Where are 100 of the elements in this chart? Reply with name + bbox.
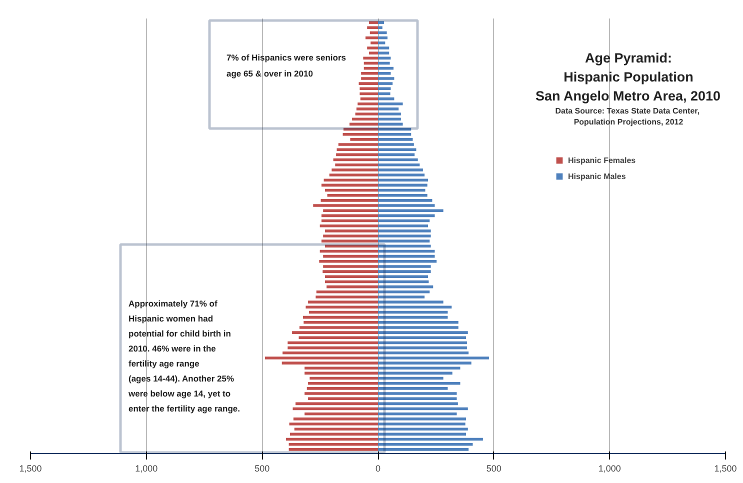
x-tick-label: 500	[254, 464, 270, 474]
bar	[378, 397, 457, 400]
bar	[288, 341, 378, 344]
bar	[306, 306, 378, 309]
bar	[324, 230, 378, 232]
bar	[324, 178, 378, 182]
bar	[289, 422, 378, 426]
bar	[367, 26, 378, 30]
bar	[320, 199, 378, 202]
bar	[378, 31, 387, 34]
bar	[378, 265, 431, 268]
bar	[378, 326, 458, 329]
bar	[378, 428, 468, 431]
bar	[378, 362, 472, 364]
bar	[378, 356, 489, 360]
bar	[293, 418, 378, 420]
bar	[282, 362, 378, 364]
bar	[310, 376, 378, 380]
bar	[288, 346, 378, 350]
bar	[378, 336, 466, 340]
bar	[378, 422, 466, 426]
bar	[321, 240, 378, 242]
bar	[378, 168, 423, 172]
bar	[378, 72, 391, 75]
bar	[378, 194, 428, 197]
bar	[288, 448, 378, 451]
bar	[313, 204, 378, 207]
bar	[363, 56, 378, 60]
bar	[378, 372, 452, 375]
bar	[304, 372, 378, 375]
bar	[378, 178, 428, 182]
bar	[361, 72, 378, 75]
bar	[378, 296, 425, 298]
bar	[378, 174, 425, 176]
bar	[322, 270, 378, 273]
bar	[378, 82, 393, 85]
x-tick-label: 1,500	[19, 464, 42, 474]
bar	[378, 438, 483, 441]
bar	[358, 82, 378, 85]
bar	[378, 77, 394, 80]
bar	[304, 320, 378, 324]
bar	[378, 56, 391, 60]
bar	[378, 204, 435, 207]
bar	[378, 158, 418, 162]
bar	[282, 351, 378, 354]
bar	[323, 234, 378, 238]
bar	[378, 418, 466, 420]
x-tick-label: 1,000	[135, 464, 158, 474]
bar	[378, 214, 435, 218]
text: Age Pyramid: Hispanic Population San Angelo Metro Area, 2010	[535, 50, 721, 104]
bar	[378, 250, 435, 253]
bar	[378, 240, 430, 242]
bar	[342, 132, 378, 136]
bar	[378, 36, 388, 40]
bar	[378, 387, 448, 390]
bar	[308, 300, 378, 304]
annotation: Approximately 71% of Hispanic women had potential for child birth in 2010. 46% were in the fertility age range (ages 14-44). Another 25% were below age 14, yet to enter the fertility age range.	[128, 298, 240, 414]
bar	[355, 112, 378, 116]
bar	[378, 184, 428, 187]
bar	[378, 199, 432, 202]
bar	[368, 52, 378, 54]
bar	[378, 41, 386, 44]
bar	[378, 230, 431, 232]
bar	[367, 46, 378, 50]
bar	[378, 260, 437, 263]
bar	[378, 320, 458, 324]
bar	[378, 122, 403, 126]
bar	[326, 285, 378, 288]
bar	[378, 112, 401, 116]
bar	[378, 376, 444, 380]
bar	[378, 254, 435, 258]
bar	[378, 392, 457, 395]
bar	[378, 412, 457, 416]
annotation: 7% of Hispanics were seniors age 65 & over in 2010	[226, 52, 346, 78]
bar	[378, 132, 412, 136]
bar	[378, 118, 401, 121]
x-tick-label: 0	[375, 464, 381, 474]
bar	[352, 118, 378, 121]
bar	[360, 92, 378, 96]
bar	[323, 254, 378, 258]
legend-label: Hispanic Females	[568, 155, 636, 165]
bar	[350, 138, 378, 141]
bar	[304, 412, 378, 416]
x-tick-label: 1,000	[598, 464, 621, 474]
bar	[319, 260, 378, 263]
bar	[316, 296, 378, 298]
bar	[378, 138, 413, 141]
bar	[308, 382, 378, 385]
bar	[323, 265, 378, 268]
bar	[378, 351, 469, 354]
bar	[378, 331, 468, 334]
bar	[378, 407, 468, 410]
bar	[304, 366, 378, 370]
legend-label: Hispanic Males	[568, 171, 626, 181]
bar	[378, 102, 403, 106]
text: Data Source: Texas State Data Center, Population Projections, 2012	[555, 106, 700, 126]
bar	[378, 21, 384, 24]
bar	[378, 188, 426, 192]
bar	[378, 448, 469, 451]
bar	[378, 234, 431, 238]
